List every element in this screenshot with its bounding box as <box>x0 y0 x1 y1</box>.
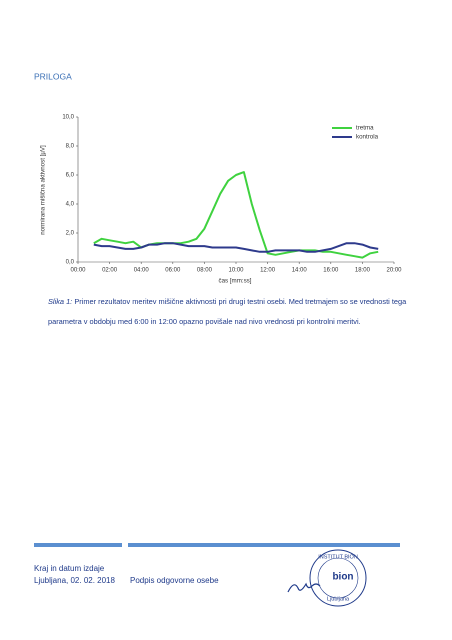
x-tick-label: 16:00 <box>323 268 339 274</box>
y-tick-label: 8,0 <box>66 144 75 150</box>
logo: INSTITUT BION bion Ljubljana <box>287 549 367 607</box>
y-tick-label: 10,0 <box>62 115 74 121</box>
legend-label: kontrola <box>356 134 379 141</box>
series-line <box>93 242 379 253</box>
logo-bottom: Ljubljana <box>327 596 350 602</box>
signature-label: Podpis odgovorne osebe <box>130 576 219 585</box>
logo-ring <box>317 557 359 599</box>
caption: Slika 1: Primer rezultatov meritev mišič… <box>48 292 440 332</box>
caption-label: Slika 1: <box>48 297 73 306</box>
place-date-label: Kraj in datum izdaje <box>34 564 105 573</box>
y-tick-label: 4,0 <box>66 202 75 208</box>
signature <box>287 582 321 593</box>
x-tick-label: 06:00 <box>165 268 181 274</box>
legend-label: tretma <box>356 125 374 132</box>
x-tick-label: 02:00 <box>102 268 118 274</box>
x-tick-label: 08:00 <box>197 268 213 274</box>
y-axis-label: normirana mišična aktivnost [µV] <box>40 145 47 235</box>
logo-top: INSTITUT BION <box>318 554 358 560</box>
x-tick-label: 00:00 <box>70 268 86 274</box>
footer-bar <box>34 543 122 547</box>
series-line <box>93 171 379 259</box>
x-axis-label: čas [mm:ss] <box>218 278 251 285</box>
caption-text: Primer rezultatov meritev mišične aktivn… <box>48 297 407 326</box>
x-tick-label: 20:00 <box>386 268 402 274</box>
x-tick-label: 10:00 <box>228 268 244 274</box>
y-tick-label: 0,0 <box>66 260 75 266</box>
x-tick-label: 18:00 <box>355 268 371 274</box>
y-tick-label: 6,0 <box>66 173 75 179</box>
logo-name: bion <box>332 572 353 583</box>
heading: PRILOGA <box>34 71 72 81</box>
y-tick-label: 2,0 <box>66 231 75 237</box>
footer-bar <box>128 543 400 547</box>
x-tick-label: 12:00 <box>260 268 276 274</box>
x-tick-label: 04:00 <box>134 268 150 274</box>
place-date: Ljubljana, 02. 02. 2018 <box>34 576 116 585</box>
logo-ring <box>309 549 367 607</box>
x-tick-label: 14:00 <box>292 268 308 274</box>
